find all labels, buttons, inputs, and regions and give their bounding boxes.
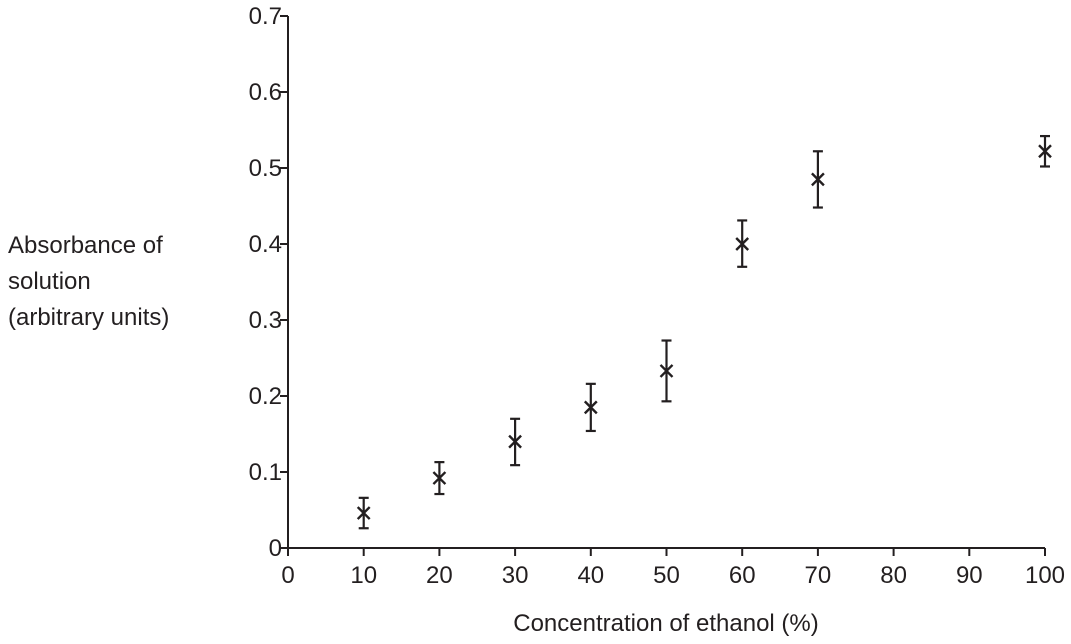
x-tick-label: 0	[281, 562, 294, 589]
x-tick-label: 60	[729, 562, 756, 589]
data-point	[659, 339, 674, 403]
y-tick-label: 0.7	[249, 3, 282, 30]
data-point	[432, 461, 447, 496]
y-tick-label: 0.4	[249, 231, 282, 258]
x-tick-label: 100	[1025, 562, 1065, 589]
data-point	[508, 417, 522, 467]
x-marker	[356, 506, 371, 520]
data-point	[735, 219, 750, 268]
data-point	[1038, 134, 1052, 168]
x-marker	[508, 434, 522, 449]
y-tick-label: 0.2	[249, 383, 282, 410]
x-tick-label: 80	[880, 562, 907, 589]
y-ticks: 0 0.1 0.2 0.3 0.4 0.5 0.6 0.7	[249, 3, 288, 562]
y-tick-label: 0.5	[249, 155, 282, 182]
x-marker	[1038, 144, 1052, 159]
x-tick-label: 90	[956, 562, 983, 589]
data-points	[356, 134, 1052, 530]
x-marker	[659, 364, 674, 378]
y-axis-title-line: Absorbance of	[8, 232, 163, 259]
y-tick-label: 0.1	[249, 459, 282, 486]
x-marker	[811, 172, 825, 187]
x-marker	[583, 400, 598, 415]
x-tick-label: 20	[426, 562, 453, 589]
x-tick-label: 30	[502, 562, 529, 589]
data-point	[583, 382, 598, 433]
data-point	[811, 150, 825, 209]
y-axis-title-line: (arbitrary units)	[8, 304, 169, 331]
x-tick-label: 50	[653, 562, 680, 589]
x-marker	[432, 471, 447, 485]
x-tick-label: 70	[805, 562, 832, 589]
x-marker	[735, 237, 750, 251]
y-tick-label: 0.6	[249, 79, 282, 106]
x-tick-label: 40	[577, 562, 604, 589]
x-tick-label: 10	[350, 562, 377, 589]
y-tick-label: 0.3	[249, 307, 282, 334]
y-axis-title: Absorbance of solution (arbitrary units)	[8, 232, 169, 331]
axes	[287, 16, 1045, 549]
x-ticks: 0 10 20 30 40 50 60 70 80 90 100	[281, 548, 1065, 589]
y-tick-label: 0	[269, 535, 282, 562]
x-axis-title: Concentration of ethanol (%)	[513, 610, 819, 637]
data-point	[356, 496, 371, 530]
y-axis-title-line: solution	[8, 268, 91, 295]
